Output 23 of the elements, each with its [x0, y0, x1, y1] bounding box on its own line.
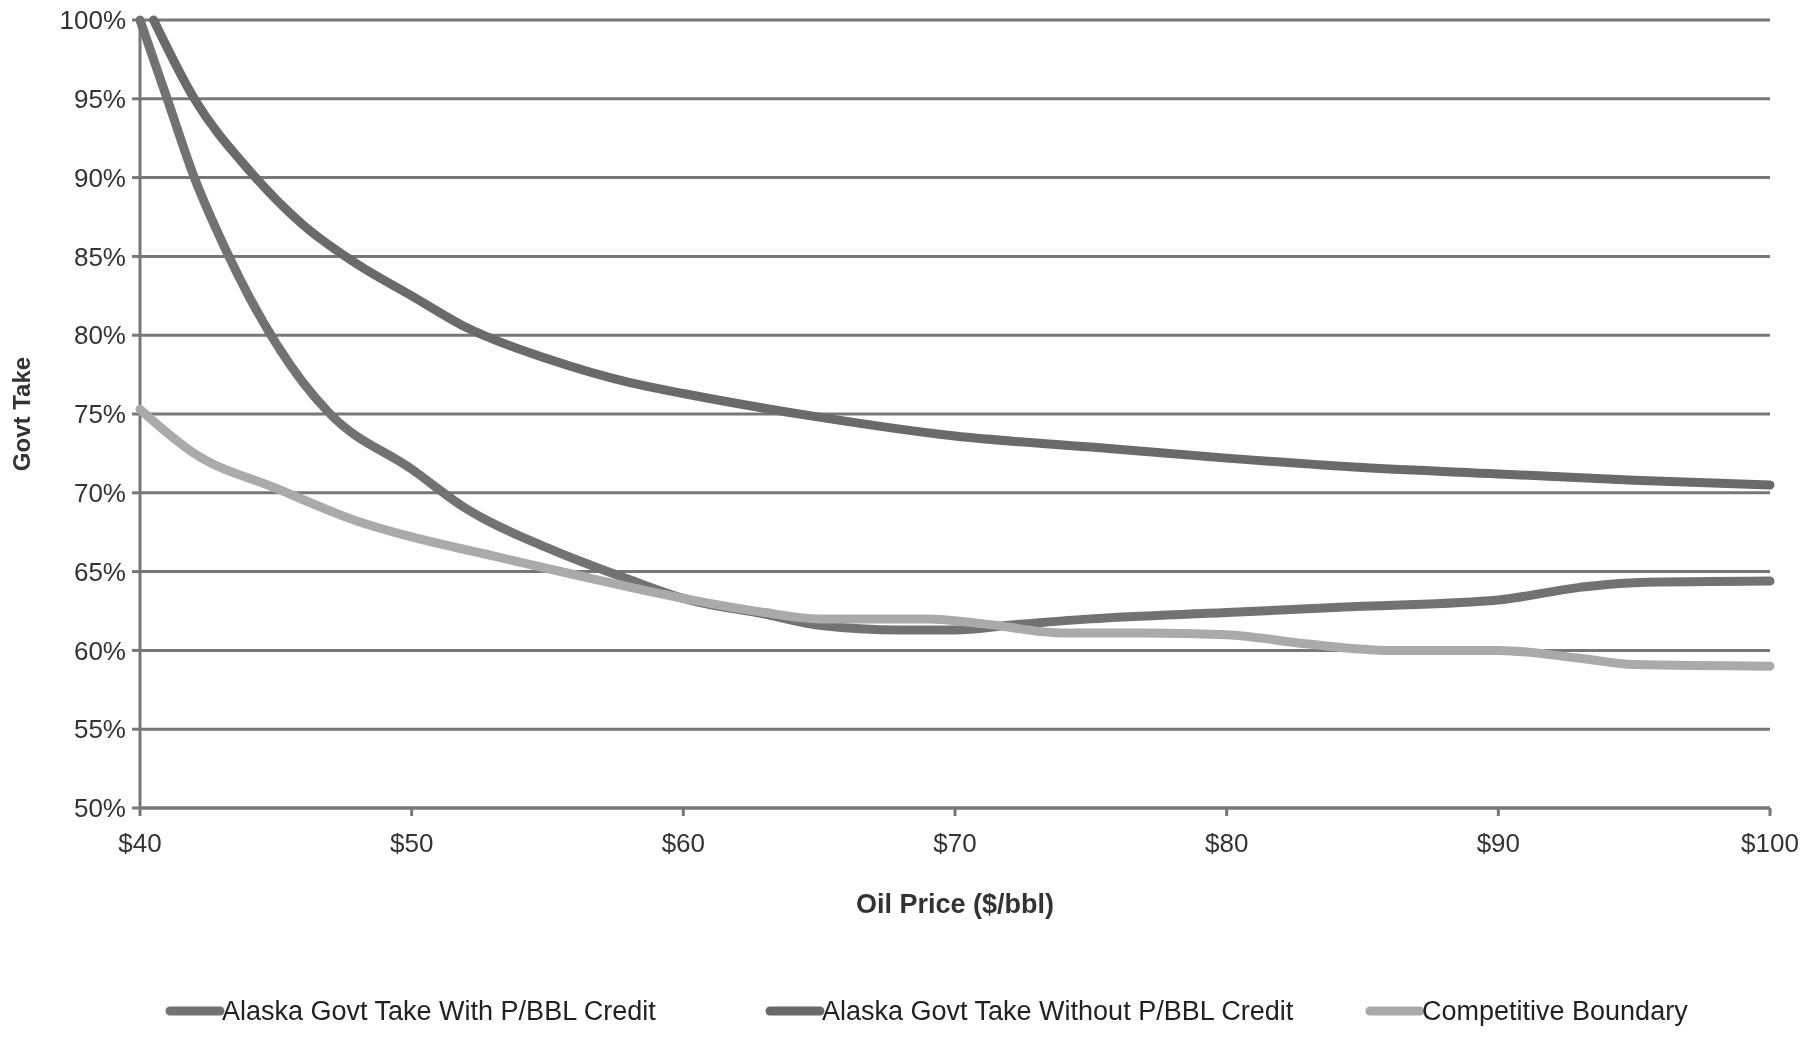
x-tick-label: $90	[1476, 828, 1521, 858]
x-tick-label: $40	[118, 828, 162, 858]
y-tick-label: 50%	[73, 793, 126, 824]
x-axis-title: Oil Price ($/bbl)	[855, 889, 1055, 919]
y-tick-label: 65%	[73, 556, 126, 587]
y-tick-label: 95%	[73, 83, 126, 114]
legend-label: Alaska Govt Take With P/BBL Credit	[222, 996, 657, 1026]
y-tick-label: 100%	[59, 5, 126, 36]
y-tick-label: 75%	[73, 399, 126, 430]
y-tick-label: 60%	[73, 635, 126, 666]
y-tick-label: 55%	[73, 714, 126, 745]
y-axis-title: Govt Take	[8, 356, 35, 472]
x-tick-label: $50	[389, 828, 434, 858]
x-tick-label: $80	[1204, 828, 1249, 858]
legend-label: Alaska Govt Take Without P/BBL Credit	[822, 996, 1294, 1026]
x-tick-label: $60	[661, 828, 706, 858]
legend-label: Competitive Boundary	[1422, 996, 1689, 1026]
x-tick-label: $70	[933, 828, 977, 858]
x-tick-label: $100	[1741, 828, 1799, 858]
y-tick-label: 80%	[73, 320, 126, 351]
y-tick-label: 85%	[73, 241, 126, 272]
y-tick-label: 90%	[73, 162, 126, 193]
y-tick-label: 70%	[73, 477, 126, 508]
